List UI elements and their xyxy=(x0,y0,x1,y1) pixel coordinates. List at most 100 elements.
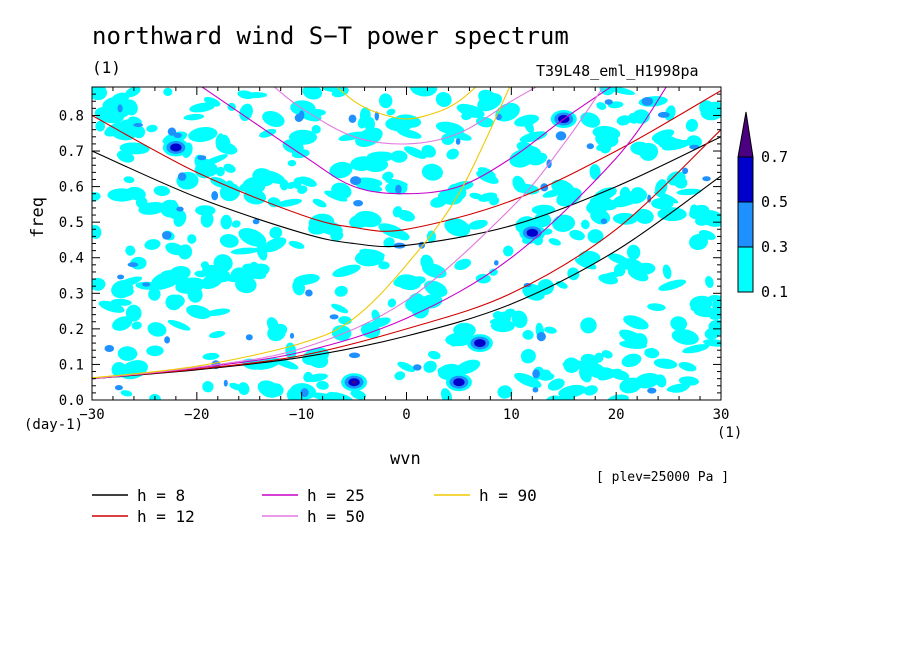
power-patch xyxy=(604,99,613,105)
power-patch xyxy=(378,93,393,109)
power-patch xyxy=(211,191,219,201)
power-patch xyxy=(188,126,218,143)
x-tick-label: −30 xyxy=(79,407,104,423)
power-patch xyxy=(532,387,539,393)
dispersion-curve-h8 xyxy=(92,175,721,380)
power-patch xyxy=(383,237,395,248)
legend-label: h = 25 xyxy=(307,486,365,505)
power-patch xyxy=(423,360,437,373)
power-patch xyxy=(117,104,123,113)
power-patch xyxy=(548,238,561,246)
power-patch xyxy=(308,219,330,235)
power-patch xyxy=(512,175,526,193)
power-patch xyxy=(395,184,402,194)
power-patch xyxy=(547,378,565,391)
power-patch xyxy=(95,120,106,132)
power-patch xyxy=(267,197,281,208)
power-patch xyxy=(647,303,666,311)
dispersion-curve-h90 xyxy=(92,87,511,379)
power-patch xyxy=(409,87,438,97)
power-patch xyxy=(183,113,205,121)
power-patch xyxy=(213,269,237,283)
power-patch xyxy=(534,212,552,227)
power-patch xyxy=(682,344,710,354)
power-patch xyxy=(502,245,514,257)
power-patch xyxy=(552,214,576,232)
dispersion-curve-h25 xyxy=(201,87,612,195)
power-patch xyxy=(329,314,339,320)
power-patch xyxy=(387,298,397,308)
power-patch xyxy=(92,192,101,202)
power-patch xyxy=(245,334,253,341)
power-patch xyxy=(350,156,376,171)
power-patch xyxy=(404,146,427,159)
power-patch xyxy=(94,106,125,124)
power-patch xyxy=(104,345,115,352)
power-patch xyxy=(321,87,343,93)
power-patch xyxy=(163,87,173,97)
power-patch xyxy=(189,102,215,113)
power-patch xyxy=(426,230,437,243)
power-patch xyxy=(259,128,277,138)
y-tick-label: 0.5 xyxy=(59,215,84,231)
y-tick-label: 0.6 xyxy=(59,180,84,196)
power-patch xyxy=(206,308,231,317)
colorbar-label: 0.7 xyxy=(761,148,788,166)
y-tick-label: 0.0 xyxy=(59,393,84,409)
power-patch xyxy=(169,294,185,308)
power-patch xyxy=(262,237,287,253)
power-patch xyxy=(187,234,197,244)
colorbar-label: 0.1 xyxy=(761,283,788,301)
legend-label: h = 90 xyxy=(479,486,537,505)
chart-subtitle-experiment: T39L48_eml_H1998pa xyxy=(536,62,699,80)
power-patch xyxy=(92,277,106,291)
colorbar: 0.1 0.3 0.5 0.7 xyxy=(737,111,788,301)
power-patch xyxy=(608,253,629,265)
power-patch xyxy=(168,212,181,220)
legend-label: h = 12 xyxy=(137,507,195,526)
chart-title: northward wind S−T power spectrum xyxy=(92,22,569,50)
power-patch xyxy=(202,352,220,360)
power-patch xyxy=(494,260,499,266)
power-patch xyxy=(219,234,239,248)
power-patch xyxy=(448,335,459,347)
power-patch xyxy=(662,264,672,280)
x-tick-label: 30 xyxy=(713,407,730,423)
power-patch xyxy=(536,332,546,342)
power-patch xyxy=(353,200,363,207)
power-patch xyxy=(616,115,631,126)
power-patch xyxy=(252,218,260,225)
power-maximum xyxy=(526,228,538,237)
y-axis-unit: (day-1) xyxy=(24,417,84,433)
dispersion-curve-h50 xyxy=(92,87,604,380)
power-patch xyxy=(394,371,406,381)
power-patch xyxy=(279,179,289,191)
x-axis-label: wvn xyxy=(390,449,421,469)
power-patch xyxy=(111,92,130,105)
power-patch xyxy=(354,177,383,188)
power-patch xyxy=(220,214,232,230)
power-patch xyxy=(213,254,233,273)
power-patch xyxy=(382,171,394,181)
power-patch xyxy=(276,198,303,207)
power-patch xyxy=(489,196,500,206)
power-patch xyxy=(600,218,608,224)
power-patch xyxy=(542,188,564,198)
power-patch xyxy=(386,108,396,116)
power-patch xyxy=(704,327,720,340)
power-patch xyxy=(178,244,193,260)
power-patch xyxy=(396,128,422,139)
power-patch xyxy=(374,111,379,121)
power-patch xyxy=(127,262,139,268)
power-patch xyxy=(167,127,177,136)
power-patch xyxy=(489,268,498,276)
power-patch xyxy=(676,188,702,196)
power-patch xyxy=(125,87,141,98)
y-tick-label: 0.4 xyxy=(59,251,84,267)
power-patch xyxy=(475,273,491,284)
power-patch xyxy=(117,346,138,361)
power-patch xyxy=(580,112,601,128)
power-patch xyxy=(651,197,674,210)
power-patch xyxy=(689,233,708,251)
power-patch xyxy=(112,316,133,331)
